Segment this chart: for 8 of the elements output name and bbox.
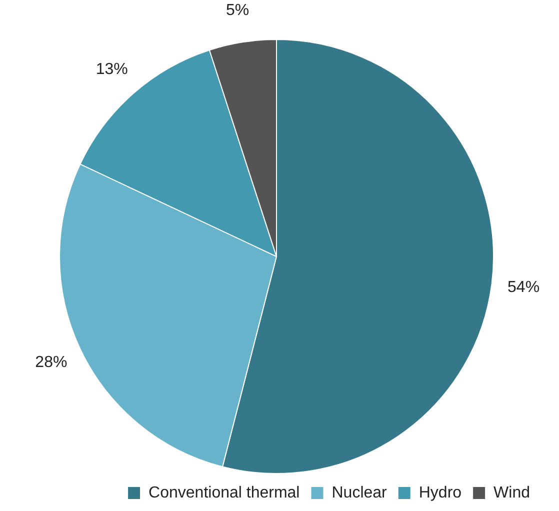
data-label: 28% [35,354,68,371]
legend-label: Hydro [418,484,462,502]
legend-label: Wind [494,484,530,502]
legend-label: Nuclear [332,484,388,502]
legend-label: Conventional thermal [148,484,300,502]
data-label: 13% [96,61,128,78]
data-label: 5% [226,2,250,19]
data-label: 54% [508,279,540,296]
